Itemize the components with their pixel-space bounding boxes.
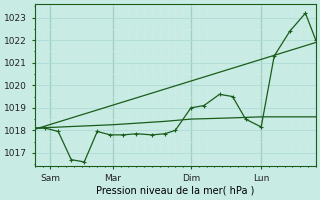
X-axis label: Pression niveau de la mer( hPa ): Pression niveau de la mer( hPa ) [96,186,254,196]
